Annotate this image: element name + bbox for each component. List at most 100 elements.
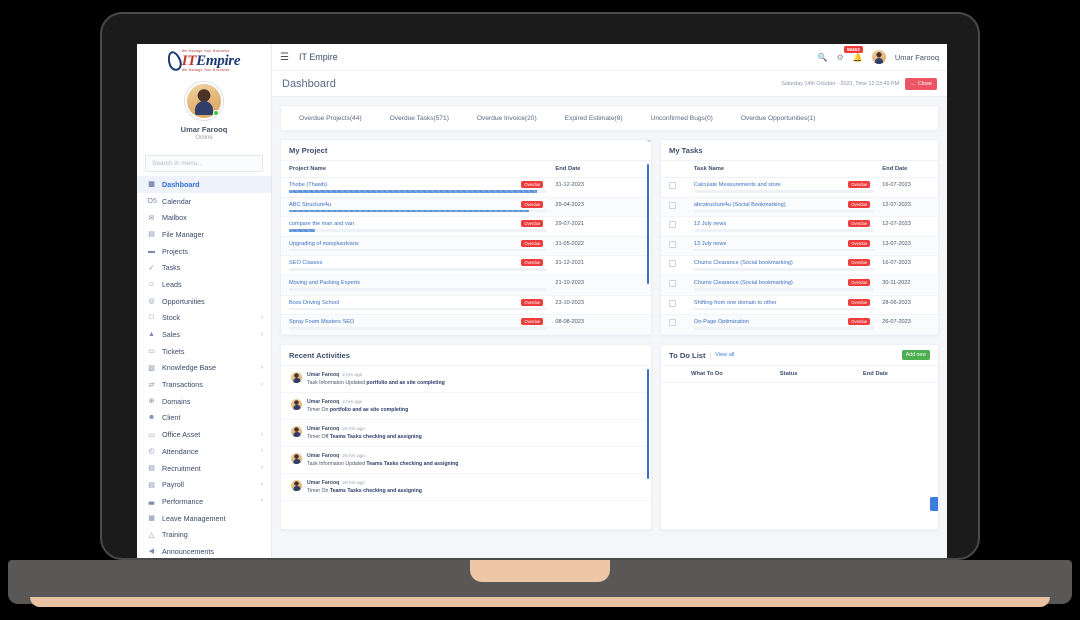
my-project-scrollbar[interactable] — [646, 164, 649, 284]
panel-resize-handle[interactable] — [646, 140, 651, 143]
sidebar-item-calendar[interactable]: Ὄ5 Calendar — [137, 193, 271, 210]
list-item[interactable]: Umar Farooq 29 hrs ago Timer On Teams Task… — [281, 474, 651, 501]
project-name-link[interactable]: Boss Driving School — [289, 299, 340, 306]
table-row[interactable]: compare the man and van Overdue 29-07-2021 — [281, 216, 651, 237]
list-item[interactable]: Umar Farooq 2 hrs ago Timer On portfolio a… — [281, 393, 651, 420]
project-name-link[interactable]: SEO Classes — [289, 260, 323, 267]
task-name-link[interactable]: Calculate Measurements and store — [693, 182, 781, 188]
table-row[interactable]: On-Page Optimization Overdue 26-07-2023 — [661, 314, 938, 335]
task-name-link[interactable]: 13 July news — [693, 240, 727, 247]
topbar-avatar[interactable] — [871, 50, 886, 64]
project-name-link[interactable]: ABC Structure4u — [289, 201, 331, 208]
sidebar-item-payroll[interactable]: ▤ Payroll › — [137, 476, 271, 493]
my-project-title: My Project — [289, 145, 328, 155]
project-name-link[interactable]: Moving and Packing Experts — [289, 279, 360, 286]
todo-view-all-link[interactable]: View all — [715, 352, 735, 358]
stat-tab-5[interactable]: Unconfirmed Bugs(0) — [650, 114, 713, 122]
task-checkbox[interactable] — [669, 221, 676, 229]
project-name-link[interactable]: Thobe (Thawb) — [289, 182, 327, 188]
stat-tab-2[interactable]: Overdue Tasks(571) — [389, 114, 449, 122]
table-row[interactable]: Upgrading of manplusdvans Overdue 31-05-20… — [281, 236, 651, 257]
task-name-link[interactable]: Chums Clearance (Social bookmarking) — [693, 279, 793, 286]
sidebar-profile[interactable]: Umar Farooq Online — [137, 72, 271, 147]
chevron-right-icon: › — [261, 498, 263, 505]
task-name-link[interactable]: On-Page Optimization — [693, 319, 749, 326]
project-name-link[interactable]: compare the man and van — [289, 221, 354, 228]
topbar-user-name[interactable]: Umar Farooq — [894, 52, 939, 62]
table-row[interactable]: Calculate Measurements and store Overdue 1… — [661, 177, 938, 198]
sidebar-item-announcements[interactable]: ◀ Announcements — [137, 543, 271, 558]
list-item[interactable]: Umar Farooq 26 hrs ago Timer Off Teams Tas… — [281, 420, 651, 447]
table-row[interactable]: Build Projects (Split Screen Review)Over… — [661, 334, 938, 335]
table-row[interactable]: Chums Clearance (Social bookmarking) Over… — [661, 275, 938, 296]
project-name-link[interactable]: Upgrading of manplusdvans — [289, 240, 359, 247]
task-checkbox[interactable] — [669, 319, 676, 327]
brand-logo[interactable]: We Manage Your Business ITEmpire We Mana… — [137, 44, 271, 73]
todo-add-new-button[interactable]: Add new — [901, 350, 930, 360]
sidebar-item-opportunities[interactable]: ◎ Opportunities — [137, 293, 271, 310]
sidebar-item-file-manager[interactable]: ▤ File Manager — [137, 226, 271, 243]
task-checkbox[interactable] — [669, 182, 676, 189]
table-row[interactable]: Moving and Packing Experts 21-10-2023 — [281, 275, 651, 296]
sidebar-item-projects[interactable]: ▬ Projects — [137, 243, 271, 260]
stat-tab-1[interactable]: Overdue Projects(44) — [299, 114, 362, 122]
sidebar-item-client[interactable]: ☻ Client — [137, 410, 271, 427]
task-checkbox[interactable] — [669, 299, 676, 307]
table-row[interactable]: Spray Foam Masters SEO Overdue 08-08-2023 — [281, 314, 651, 335]
sidebar-item-office-asset[interactable]: ▭ Office Asset › — [137, 426, 271, 443]
sidebar-item-performance[interactable]: ▃ Performance › — [137, 493, 271, 510]
list-item[interactable]: Umar Farooq 2 hrs ago Task Informaton Upda… — [281, 366, 651, 393]
gear-icon[interactable]: ⚙ — [836, 52, 844, 62]
task-checkbox[interactable] — [669, 279, 676, 287]
table-row[interactable]: SEO Classes Overdue 31-12-2021 — [281, 255, 651, 276]
sidebar-item-leave-management[interactable]: ▦ Leave Management — [137, 510, 271, 527]
sidebar-item-attendance[interactable]: ◴ Attendance › — [137, 443, 271, 460]
sidebar-item-recruitment[interactable]: ▤ Recruitment › — [137, 460, 271, 477]
table-row[interactable]: 12 July news Overdue 12-07-2023 — [661, 216, 938, 237]
sidebar-item-mailbox[interactable]: ✉ Mailbox — [137, 209, 271, 226]
megaphone-icon: ◀ — [148, 548, 155, 556]
sidebar-item-knowledge-base[interactable]: ▧ Knowledge Base › — [137, 360, 271, 377]
stat-tab-3[interactable]: Overdue Invoice(20) — [476, 114, 537, 122]
hamburger-icon[interactable]: ☰ — [280, 51, 289, 63]
sidebar-item-dashboard[interactable]: ▦ Dashboard — [137, 176, 271, 193]
table-row[interactable]: Shifting from one domain to other Overdue… — [661, 295, 938, 316]
sidebar-item-training[interactable]: △ Training — [137, 526, 271, 543]
bell-icon[interactable]: 🔔 58463 — [843, 45, 863, 62]
sidebar-menu-search-input[interactable]: Search in menu... — [145, 155, 263, 172]
table-row[interactable]: abcstructure4u (Social Bookmarking) Overd… — [661, 197, 938, 218]
project-end-date-cell: 29-04-2023 — [547, 197, 651, 218]
table-row[interactable]: Pierre Du Wolf CleanersOverdue05-08-2023 — [281, 334, 651, 335]
sidebar-item-leads[interactable]: ☺ Leads — [137, 276, 271, 293]
sidebar-item-tasks[interactable]: ✓ Tasks — [137, 259, 271, 276]
table-row[interactable]: 13 July news Overdue 13-07-2023 — [661, 236, 938, 257]
recent-activities-scrollbar[interactable] — [646, 369, 649, 479]
task-checkbox[interactable] — [669, 201, 676, 209]
activity-user-name: Umar Farooq — [307, 372, 340, 378]
project-name-link[interactable]: Spray Foam Masters SEO — [289, 319, 355, 326]
notification-badge: 58463 — [843, 45, 863, 53]
sidebar-item-tickets[interactable]: ▭ Tickets — [137, 343, 271, 360]
table-row[interactable]: Chums Clearance (Social bookmarking) Over… — [661, 255, 938, 276]
task-name-link[interactable]: Chums Clearance (Social bookmarking) — [693, 260, 793, 267]
todo-side-action-button[interactable] — [930, 497, 938, 511]
table-row[interactable]: ABC Structure4u Overdue 29-04-2023 — [281, 197, 651, 218]
stat-tab-4[interactable]: Expired Estimate(6) — [564, 114, 623, 122]
status-badge: Overdue — [848, 181, 871, 188]
close-button[interactable]: ← Close — [905, 77, 937, 90]
task-checkbox[interactable] — [669, 240, 676, 248]
sidebar-item-stock[interactable]: □ Stock › — [137, 310, 271, 327]
task-name-link[interactable]: 12 July news — [693, 221, 727, 228]
sidebar-item-domains[interactable]: ⊕ Domains — [137, 393, 271, 410]
sidebar-item-sales[interactable]: ▲ Sales › — [137, 326, 271, 343]
stat-tab-6[interactable]: Overdue Opportunities(1) — [740, 114, 816, 122]
task-checkbox[interactable] — [669, 260, 676, 268]
list-item[interactable]: Umar Farooq 26 hrs ago Task Informaton Upd… — [281, 447, 651, 474]
task-name-link[interactable]: Shifting from one domain to other — [693, 299, 777, 306]
sidebar-item-transactions[interactable]: ⇄ Transactions › — [137, 376, 271, 393]
search-icon[interactable]: 🔍 — [817, 52, 828, 62]
activity-action: Timer On — [307, 488, 329, 494]
task-name-link[interactable]: abcstructure4u (Social Bookmarking) — [693, 201, 786, 208]
table-row[interactable]: Boss Driving School Overdue 23-10-2023 — [281, 295, 651, 316]
table-row[interactable]: Thobe (Thawb) Overdue 31-12-2023 — [281, 177, 651, 198]
